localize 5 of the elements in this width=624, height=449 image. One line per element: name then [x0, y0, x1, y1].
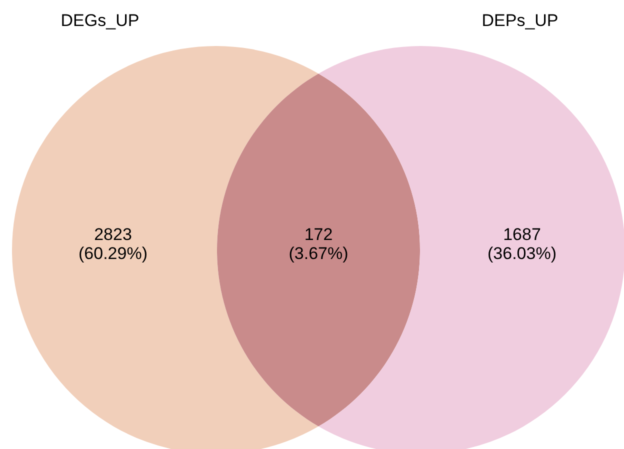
- data-label: 1687 (36.03%): [488, 225, 556, 263]
- text: DEPs_UP: [482, 11, 558, 30]
- data-label: 2823 (60.29%): [78, 225, 148, 263]
- text: DEGs_UP: [60, 11, 140, 30]
- data-label: 172 (3.67%): [288, 225, 348, 263]
